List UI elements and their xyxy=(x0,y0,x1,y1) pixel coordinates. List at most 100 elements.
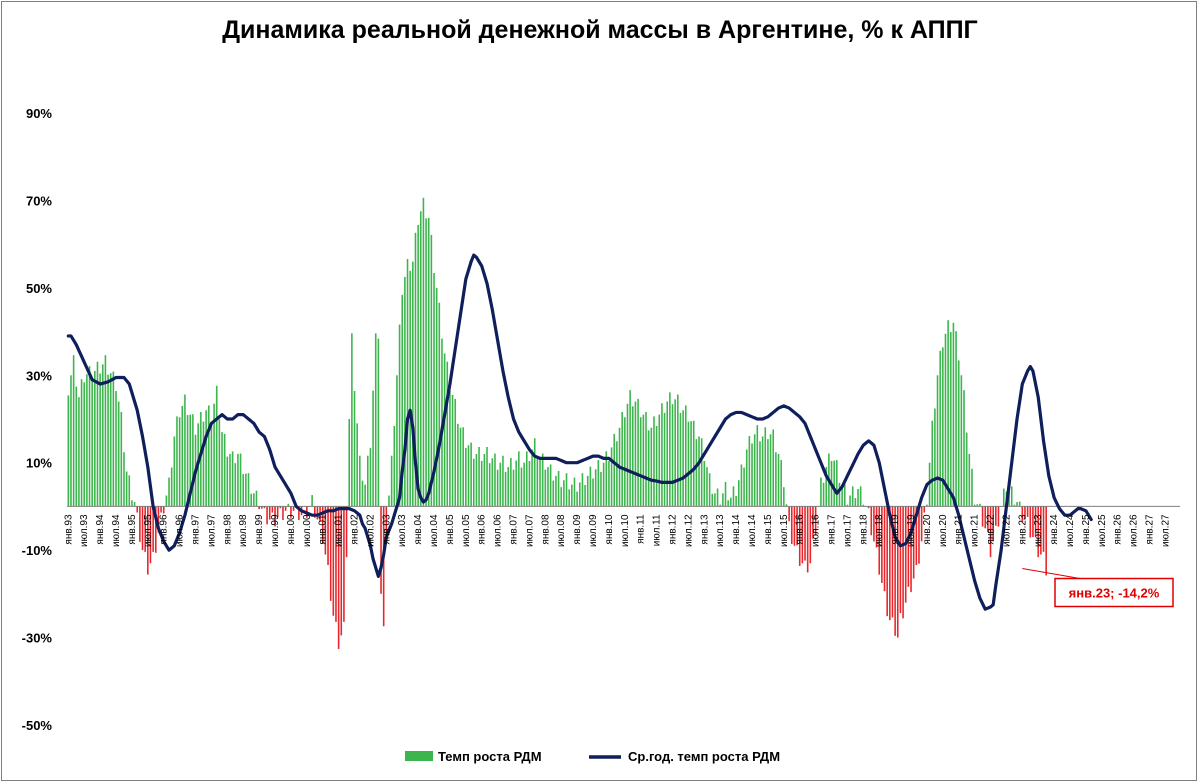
bar xyxy=(793,506,796,546)
bar xyxy=(398,324,401,507)
y-tick-label: -10% xyxy=(22,543,53,558)
bar xyxy=(499,462,502,507)
bar xyxy=(1021,506,1024,523)
y-tick-label: 90% xyxy=(26,106,52,121)
bar xyxy=(313,506,316,518)
bar xyxy=(846,504,849,507)
x-tick-label: янв.08 xyxy=(540,514,551,545)
bar xyxy=(112,371,115,507)
bar xyxy=(1026,506,1029,517)
bar xyxy=(70,375,72,507)
bar xyxy=(125,471,128,507)
bar xyxy=(637,398,639,507)
bar xyxy=(215,385,218,507)
bar xyxy=(255,490,258,507)
bar xyxy=(404,276,406,507)
bar xyxy=(72,355,75,507)
bar xyxy=(804,506,806,561)
bar xyxy=(170,467,173,507)
x-tick-label: янв.14 xyxy=(731,514,742,545)
bar xyxy=(722,493,724,507)
bar xyxy=(67,395,70,507)
bar xyxy=(788,506,790,522)
bar xyxy=(942,347,944,507)
bar xyxy=(647,430,650,507)
bar xyxy=(706,467,708,507)
bar xyxy=(809,506,812,564)
x-tick-label: янв.10 xyxy=(604,514,615,545)
bar xyxy=(849,495,851,507)
bar xyxy=(576,491,578,507)
bar xyxy=(859,486,862,507)
bar xyxy=(523,462,525,507)
bar xyxy=(465,447,467,507)
bar xyxy=(992,506,994,542)
bar xyxy=(502,455,504,507)
bar xyxy=(904,506,907,603)
bar xyxy=(753,434,756,507)
bar xyxy=(361,480,364,507)
bar xyxy=(237,453,239,507)
x-tick-label: июл.08 xyxy=(556,514,567,547)
bar xyxy=(732,486,735,507)
bar xyxy=(282,506,284,520)
bar xyxy=(843,484,846,507)
bar xyxy=(311,495,313,507)
bar xyxy=(663,412,666,507)
bar xyxy=(472,458,475,507)
bar xyxy=(427,217,430,507)
bar xyxy=(533,438,536,507)
legend: Темп роста РДМ Ср.год. темп роста РДМ xyxy=(405,749,780,764)
bar xyxy=(189,414,192,507)
bar xyxy=(250,493,252,507)
bar xyxy=(719,504,722,507)
bar xyxy=(761,436,764,507)
bar xyxy=(584,485,586,507)
x-tick-label: янв.96 xyxy=(159,514,170,545)
bar xyxy=(655,425,658,507)
x-tick-label: янв.24 xyxy=(1049,514,1060,545)
x-tick-label: июл.13 xyxy=(715,514,726,547)
bar xyxy=(690,421,692,507)
bar xyxy=(801,506,804,564)
x-tick-label: янв.98 xyxy=(222,514,233,545)
bar xyxy=(168,477,170,507)
bar xyxy=(438,302,441,507)
bar xyxy=(634,401,637,507)
x-tick-label: июл.21 xyxy=(970,514,981,547)
bar xyxy=(552,480,555,507)
bar xyxy=(716,488,719,507)
x-tick-label: янв.13 xyxy=(699,514,710,545)
x-tick-label: июл.03 xyxy=(397,514,408,547)
x-tick-label: янв.00 xyxy=(286,514,297,545)
bar xyxy=(369,447,372,507)
bar xyxy=(292,506,295,511)
bar xyxy=(602,462,605,507)
x-tick-label: июл.12 xyxy=(683,514,694,547)
bar xyxy=(610,447,613,507)
bar xyxy=(1042,506,1045,552)
bar xyxy=(857,488,859,507)
bar xyxy=(915,506,918,566)
bar xyxy=(631,406,634,507)
bar xyxy=(1045,506,1047,576)
bar xyxy=(419,211,422,507)
bar xyxy=(491,458,494,507)
bar xyxy=(380,506,382,594)
bar xyxy=(674,399,676,507)
bar xyxy=(785,504,788,507)
bar xyxy=(571,484,573,507)
bar xyxy=(613,433,616,507)
bar xyxy=(965,432,968,507)
bar xyxy=(608,460,610,507)
bar xyxy=(928,462,931,507)
x-tick-label: июл.26 xyxy=(1129,514,1140,547)
bar xyxy=(883,506,886,592)
x-tick-label: янв.15 xyxy=(763,514,774,545)
x-axis: янв.93 июл.93 янв.94 июл.94 янв.95 июл.95 янв.… xyxy=(63,514,1171,547)
y-axis: -50% -30% -10% 10% 30% 50% 70% 90% xyxy=(22,106,53,733)
bar xyxy=(714,493,716,507)
x-tick-label: янв.27 xyxy=(1145,514,1156,545)
